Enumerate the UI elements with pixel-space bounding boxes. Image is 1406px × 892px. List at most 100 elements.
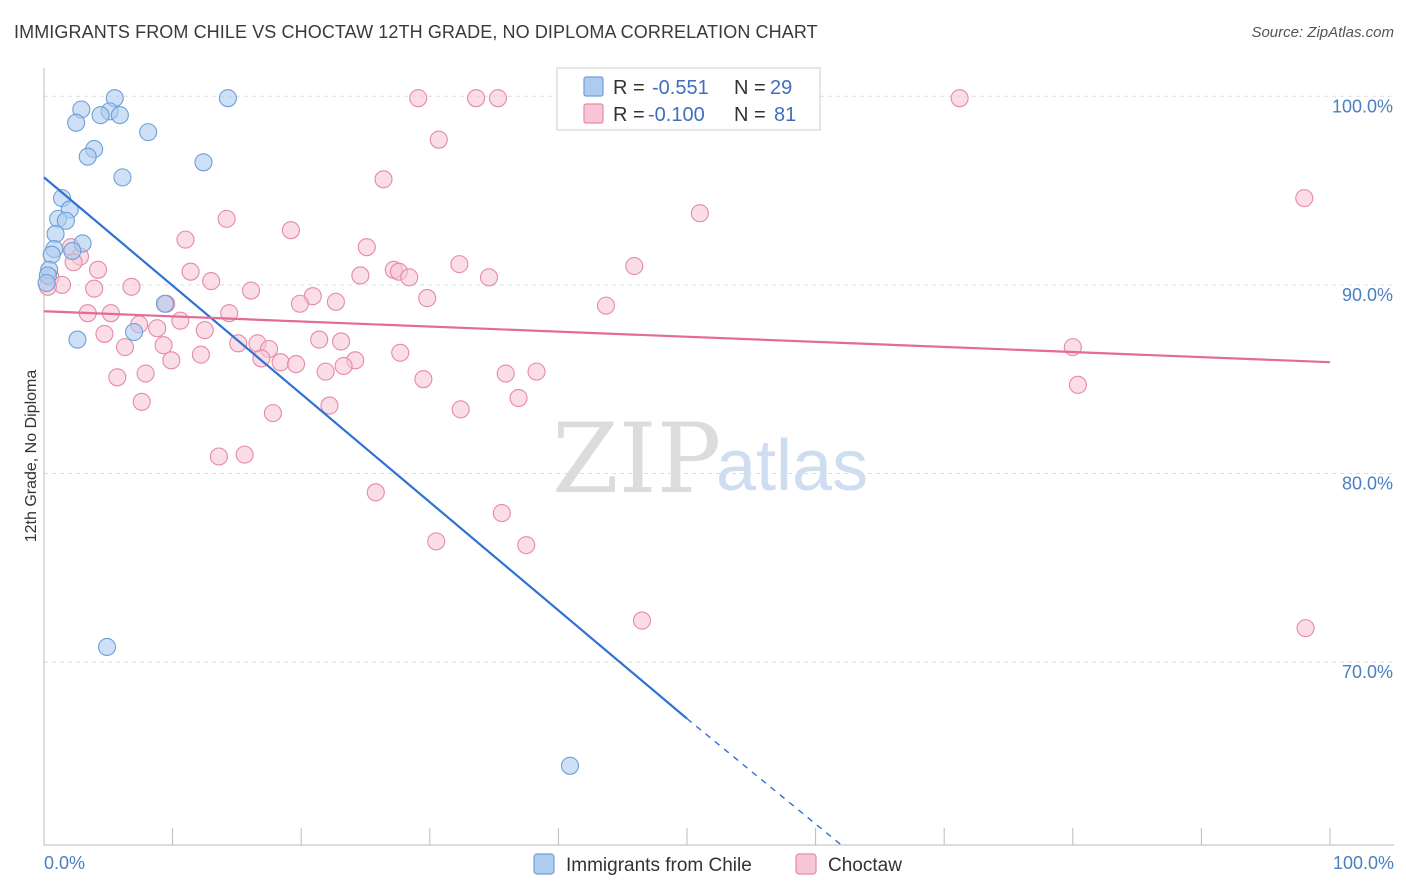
chile-point xyxy=(139,123,158,142)
choctaw-point xyxy=(351,266,370,285)
choctaw-point xyxy=(492,504,511,523)
y-tick-label: 70.0% xyxy=(1342,662,1393,682)
chile-point xyxy=(113,168,132,187)
choctaw-trend-line xyxy=(43,310,1331,364)
watermark-zip: ZIP xyxy=(552,403,721,515)
choctaw-point xyxy=(391,343,410,362)
choctaw-point xyxy=(271,353,290,372)
chile-point xyxy=(91,106,110,125)
choctaw-point xyxy=(176,230,195,249)
legend-choctaw-swatch xyxy=(795,853,817,875)
choctaw-point xyxy=(108,368,127,387)
chile-r-label: R = xyxy=(613,77,645,99)
chile-trend-line xyxy=(43,176,688,720)
choctaw-points xyxy=(38,89,1315,638)
axes xyxy=(43,68,1394,846)
trend-lines xyxy=(43,176,1331,846)
choctaw-point xyxy=(88,260,108,279)
gridlines xyxy=(44,95,1394,663)
choctaw-r-value: -0.100 xyxy=(648,104,705,126)
choctaw-point xyxy=(496,364,515,383)
chile-points xyxy=(37,89,580,775)
chile-point xyxy=(68,330,87,349)
choctaw-point xyxy=(316,362,335,381)
choctaw-point xyxy=(414,370,433,389)
choctaw-point xyxy=(191,345,210,364)
chile-point xyxy=(56,211,75,230)
x-tick-label-max: 100.0% xyxy=(1333,853,1394,873)
stats-legend: R = -0.551 N = 29 R = -0.100 N = 81 xyxy=(556,67,821,131)
choctaw-point xyxy=(332,332,351,351)
choctaw-point xyxy=(310,330,329,349)
choctaw-point xyxy=(326,292,345,311)
choctaw-point xyxy=(509,388,528,408)
choctaw-point xyxy=(122,277,141,296)
choctaw-point xyxy=(950,89,969,108)
choctaw-point xyxy=(85,279,104,298)
chile-point xyxy=(124,322,144,342)
choctaw-point xyxy=(690,204,709,223)
chile-n-value: 29 xyxy=(770,77,792,99)
choctaw-point xyxy=(366,483,385,502)
legend-chile-swatch xyxy=(533,853,555,875)
choctaw-point xyxy=(241,281,261,300)
choctaw-point xyxy=(136,364,155,383)
choctaw-point xyxy=(202,272,221,291)
y-tick-label: 90.0% xyxy=(1342,285,1393,305)
choctaw-point xyxy=(479,268,499,287)
choctaw-point xyxy=(1295,189,1314,208)
chile-point xyxy=(37,273,56,293)
x-tick-label-min: 0.0% xyxy=(44,853,85,873)
y-axis-label: 12th Grade, No Diploma xyxy=(23,370,40,543)
choctaw-point xyxy=(115,338,135,357)
choctaw-point xyxy=(450,255,469,274)
choctaw-point xyxy=(290,294,309,313)
choctaw-point xyxy=(429,130,448,149)
chile-n-label: N = xyxy=(734,77,766,99)
choctaw-n-label: N = xyxy=(734,104,766,126)
chile-point xyxy=(194,153,213,172)
y-tick-label: 80.0% xyxy=(1342,473,1393,493)
source-credit: Source: ZipAtlas.com xyxy=(1251,24,1394,41)
choctaw-point xyxy=(229,334,248,353)
choctaw-legend-swatch xyxy=(583,103,604,124)
choctaw-point xyxy=(400,268,419,287)
choctaw-point xyxy=(171,311,190,330)
choctaw-point xyxy=(451,400,470,419)
series-legend: Immigrants from Chile Choctaw xyxy=(533,853,902,876)
choctaw-point xyxy=(467,89,486,108)
chart-title: IMMIGRANTS FROM CHILE VS CHOCTAW 12TH GR… xyxy=(14,22,818,42)
chile-point xyxy=(560,756,580,775)
choctaw-point xyxy=(281,221,300,240)
choctaw-point xyxy=(427,532,446,551)
chile-point xyxy=(78,147,97,166)
choctaw-point xyxy=(320,396,339,415)
choctaw-point xyxy=(235,445,254,464)
choctaw-point xyxy=(374,170,393,189)
watermark-atlas: atlas xyxy=(716,426,868,506)
choctaw-point xyxy=(209,447,228,466)
chile-point xyxy=(63,241,82,260)
chile-r-value: -0.551 xyxy=(652,77,709,99)
choctaw-point xyxy=(418,289,437,308)
choctaw-point xyxy=(132,392,151,411)
choctaw-point xyxy=(1296,619,1315,638)
y-tick-labels: 70.0% 80.0% 90.0% 100.0% xyxy=(1332,96,1393,682)
choctaw-point xyxy=(625,256,644,276)
choctaw-r-label: R = xyxy=(613,104,645,126)
choctaw-point xyxy=(1068,375,1087,394)
choctaw-point xyxy=(148,319,167,338)
chile-point xyxy=(67,113,86,132)
choctaw-point xyxy=(596,296,616,315)
choctaw-point xyxy=(195,321,214,340)
choctaw-point xyxy=(632,611,652,630)
choctaw-point xyxy=(287,355,306,374)
choctaw-point xyxy=(334,356,353,376)
choctaw-point xyxy=(162,351,181,370)
x-ticks xyxy=(43,828,1331,845)
choctaw-point xyxy=(217,209,236,228)
chile-legend-swatch xyxy=(583,76,604,97)
choctaw-n-value: 81 xyxy=(774,104,796,126)
choctaw-point xyxy=(409,89,428,108)
